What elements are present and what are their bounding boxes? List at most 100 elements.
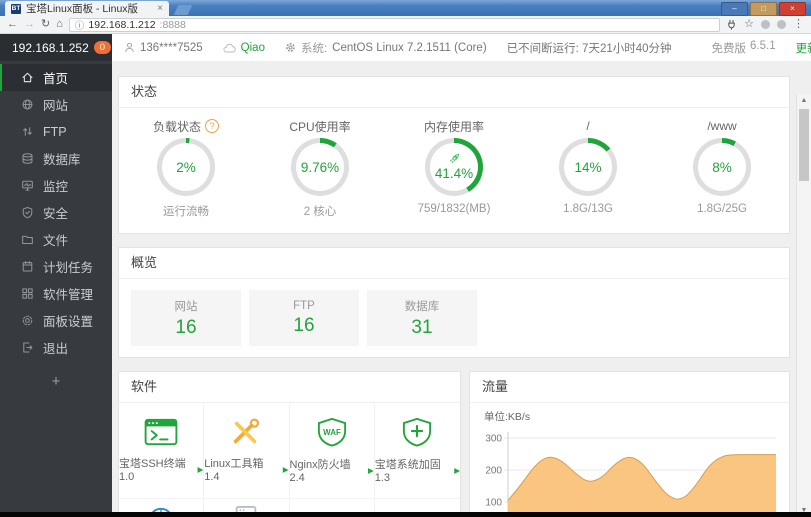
sidebar-item-ftp[interactable]: FTP <box>0 118 112 145</box>
svg-text:100: 100 <box>485 498 502 509</box>
sidebar-item-security[interactable]: 安全 <box>0 199 112 226</box>
svg-text:300: 300 <box>485 434 502 445</box>
gauge-sub: 759/1832(MB) <box>417 203 491 215</box>
scroll-down-icon[interactable]: ▼ <box>800 507 808 514</box>
gauge-www-disk: /www 8% 1.8G/25G <box>655 118 789 219</box>
version-info: 免费版 6.5.1 <box>712 40 776 56</box>
folder-icon <box>22 235 33 245</box>
overview-ftp[interactable]: FTP 16 <box>249 290 359 346</box>
system-info: 系统: CentOS Linux 7.2.1511 (Core) <box>285 40 487 56</box>
load-ring: 2% <box>157 138 215 196</box>
overview-card: 概览 网站 16 FTP 16 数据库 31 <box>118 247 790 358</box>
gauge-sub: 1.8G/25G <box>697 203 747 215</box>
tab-title: 宝塔Linux面板 - Linux版 <box>26 3 139 15</box>
status-card-title: 状态 <box>119 77 789 108</box>
gauge-cpu: CPU使用率 9.76% 2 核心 <box>253 118 387 219</box>
bookmark-star-icon[interactable]: ☆ <box>744 18 754 30</box>
logout-icon <box>23 342 33 353</box>
scrollbar-thumb[interactable] <box>799 109 809 181</box>
back-button[interactable]: ← <box>7 18 18 30</box>
linux-toolbox-icon <box>234 418 260 444</box>
sidebar-item-website[interactable]: 网站 <box>0 91 112 118</box>
tab-close-icon[interactable]: × <box>157 3 163 14</box>
account-phone[interactable]: 136****7525 <box>124 42 203 54</box>
sidebar-item-label: FTP <box>43 124 67 139</box>
gear-icon <box>286 43 295 52</box>
software-ssh-terminal[interactable]: 宝塔SSH终端 1.0 ▶ <box>119 403 205 499</box>
sidebar-item-home[interactable]: 首页 <box>0 64 112 91</box>
browser-tab[interactable]: BT 宝塔Linux面板 - Linux版 × <box>5 1 169 16</box>
overview-label: FTP <box>293 299 315 312</box>
sidebar-item-logout[interactable]: 退出 <box>0 334 112 361</box>
help-icon[interactable]: ? <box>205 119 219 133</box>
sidebar-item-settings[interactable]: 面板设置 <box>0 307 112 334</box>
sidebar-item-label: 面板设置 <box>43 315 94 329</box>
overview-card-title: 概览 <box>119 248 789 279</box>
plug-icon[interactable] <box>726 19 737 30</box>
system-label: 系统: <box>300 42 328 55</box>
sidebar-item-label: 数据库 <box>43 153 81 167</box>
window-minimize-button[interactable]: – <box>721 2 748 16</box>
status-card: 状态 负载状态? 2% 运行流畅 CPU使用率 9.76% <box>118 76 790 234</box>
sidebar-item-label: 文件 <box>43 234 69 248</box>
page-scrollbar[interactable]: ▲ ▼ <box>796 94 811 517</box>
server-ip: 192.168.1.252 <box>12 40 89 55</box>
window-maximize-button[interactable]: □ <box>750 2 777 16</box>
forward-button[interactable]: → <box>24 18 35 30</box>
browser-titlebar: BT 宝塔Linux面板 - Linux版 × – □ × <box>0 0 811 16</box>
root-disk-ring: 14% <box>559 138 617 196</box>
software-linux-toolbox[interactable]: Linux工具箱 1.4 ▶ <box>204 403 290 499</box>
rocket-icon[interactable] <box>448 153 460 165</box>
traffic-chart: 300 200 100 <box>485 432 776 517</box>
grid-icon <box>22 288 33 299</box>
overview-website[interactable]: 网站 16 <box>131 290 241 346</box>
globe-icon <box>22 99 33 110</box>
sidebar-item-cron[interactable]: 计划任务 <box>0 253 112 280</box>
traffic-card-title: 流量 <box>470 372 789 403</box>
ssh-terminal-icon <box>144 418 178 446</box>
reload-button[interactable]: ↻ <box>41 18 51 30</box>
system-value: CentOS Linux 7.2.1511 (Core) <box>332 41 487 54</box>
server-ip-block[interactable]: 192.168.1.252 0 <box>0 34 112 61</box>
software-nginx-waf[interactable]: WAF Nginx防火墙 2.4 ▶ <box>289 403 375 499</box>
overview-label: 网站 <box>174 300 198 313</box>
scroll-up-icon[interactable]: ▲ <box>800 97 808 104</box>
browser-menu-icon[interactable]: ⋮ <box>793 18 804 30</box>
shield-plus-icon <box>403 417 432 447</box>
software-label: Linux工具箱 1.4 <box>204 458 264 483</box>
gauge-label: / <box>586 119 590 133</box>
cloud-icon <box>223 43 236 52</box>
overview-value: 31 <box>411 316 433 338</box>
sidebar-item-label: 安全 <box>43 207 69 221</box>
screen-bottom-edge <box>0 512 811 517</box>
version-number: 6.5.1 <box>750 39 776 52</box>
extension-icon[interactable] <box>761 20 770 29</box>
page-info-icon[interactable]: ⓘ <box>74 20 85 32</box>
software-item-partial[interactable] <box>290 499 375 517</box>
software-system-hardening[interactable]: 宝塔系统加固 1.3 ▶ <box>374 403 460 499</box>
sidebar-item-monitoring[interactable]: 监控 <box>0 172 112 199</box>
gauge-value: 14% <box>574 159 602 175</box>
software-label: Nginx防火墙 2.4 <box>289 459 351 484</box>
message-count-badge[interactable]: 0 <box>93 41 112 54</box>
url-port: :8888 <box>159 18 186 31</box>
new-tab-button[interactable] <box>173 5 193 15</box>
sidebar-item-database[interactable]: 数据库 <box>0 145 112 172</box>
qiao-link[interactable]: Qiao <box>223 42 265 54</box>
sidebar-item-software[interactable]: 软件管理 <box>0 280 112 307</box>
transfer-icon <box>23 127 32 136</box>
update-link[interactable]: 更新 <box>795 42 811 55</box>
window-close-button[interactable]: × <box>779 2 806 16</box>
extension-icon[interactable] <box>777 20 786 29</box>
sidebar-item-files[interactable]: 文件 <box>0 226 112 253</box>
sidebar-add-button[interactable]: + <box>51 373 61 390</box>
overview-database[interactable]: 数据库 31 <box>367 290 477 346</box>
sidebar-item-label: 退出 <box>43 342 69 356</box>
shield-icon <box>22 206 33 219</box>
gauge-value: 2% <box>176 159 196 175</box>
address-bar[interactable]: ⓘ 192.168.1.212 :8888 <box>68 17 721 32</box>
baota-favicon: BT <box>11 3 21 14</box>
gauge-sub: 1.8G/13G <box>563 203 613 215</box>
home-button[interactable]: ⌂ <box>56 18 63 30</box>
